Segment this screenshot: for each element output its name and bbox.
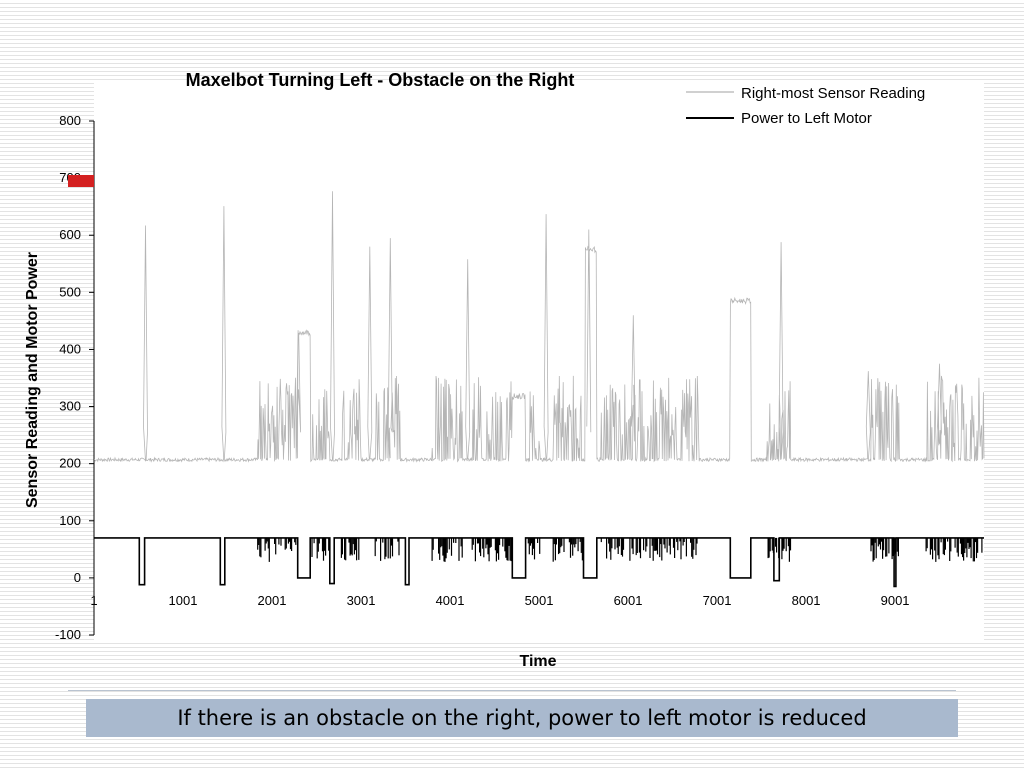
slide-accent-marker [68, 175, 94, 187]
x-axis-label: Time [519, 653, 556, 670]
y-tick-label: 0 [74, 570, 81, 585]
x-tick-label: 3001 [347, 593, 376, 608]
y-tick-label: 800 [59, 113, 81, 128]
x-tick-label: 5001 [525, 593, 554, 608]
y-tick-label: 100 [59, 513, 81, 528]
y-tick-label: -100 [55, 627, 81, 642]
series-motor-power [93, 537, 985, 588]
x-tick-label: 4001 [436, 593, 465, 608]
y-tick-label: 600 [59, 227, 81, 242]
series-sensor-reading [93, 191, 985, 463]
plot-background [94, 80, 984, 640]
chart-title: Maxelbot Turning Left - Obstacle on the … [186, 70, 575, 90]
chart-svg: Maxelbot Turning Left - Obstacle on the … [24, 70, 985, 670]
y-tick-label: 400 [59, 341, 81, 356]
y-tick-label: 500 [59, 284, 81, 299]
x-axis-ticks: 1100120013001400150016001700180019001 [90, 593, 909, 608]
legend-label-sensor: Right-most Sensor Reading [741, 85, 925, 102]
x-tick-label: 9001 [881, 593, 910, 608]
sensor-line [93, 191, 985, 463]
slide-caption: If there is an obstacle on the right, po… [86, 699, 958, 737]
x-tick-label: 7001 [703, 593, 732, 608]
x-tick-label: 2001 [258, 593, 287, 608]
chart: Maxelbot Turning Left - Obstacle on the … [0, 60, 1024, 680]
slide-divider [68, 690, 956, 691]
x-tick-label: 6001 [614, 593, 643, 608]
x-tick-label: 1001 [169, 593, 198, 608]
y-axis-ticks: -1000100200300400500600700800 [55, 113, 94, 642]
y-axis-label: Sensor Reading and Motor Power [24, 252, 41, 508]
x-tick-label: 8001 [792, 593, 821, 608]
y-tick-label: 300 [59, 399, 81, 414]
legend-label-motor: Power to Left Motor [741, 110, 872, 127]
legend: Right-most Sensor Reading Power to Left … [680, 80, 984, 130]
legend-box [680, 80, 984, 130]
y-tick-label: 200 [59, 456, 81, 471]
